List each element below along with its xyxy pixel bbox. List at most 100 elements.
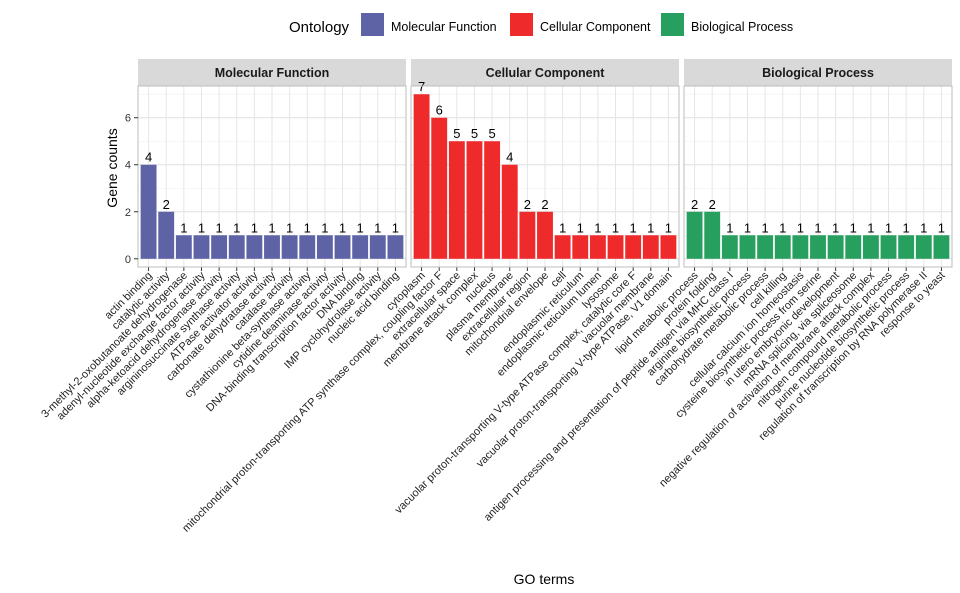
legend-entry-cellular-component[interactable]: Cellular Component	[510, 13, 651, 36]
bar-value-label: 1	[726, 220, 733, 235]
bar-nucleic-acid-binding[interactable]	[387, 235, 404, 259]
bar-vacuolar-membrane[interactable]	[642, 235, 659, 259]
legend-swatch	[661, 13, 684, 36]
bar-value-label: 1	[339, 220, 346, 235]
bar-value-label: 1	[779, 220, 786, 235]
bar-value-label: 1	[630, 220, 637, 235]
bar-endoplasmic-reticulum[interactable]	[572, 235, 589, 259]
bar-mrna-splicing-via-spliceosome[interactable]	[845, 235, 862, 259]
bar-carbohydrate-metabolic-process[interactable]	[757, 235, 774, 259]
bar-regulation-of-transcription-by-rna-polymerase-ii[interactable]	[915, 235, 932, 259]
panel-border	[137, 85, 407, 268]
bar-alpha-ketoacid-dehydrogenase-activity[interactable]	[211, 235, 228, 259]
bar-value-label: 1	[814, 220, 821, 235]
bar-value-label: 1	[304, 220, 311, 235]
bar-membrane-attack-complex[interactable]	[466, 141, 483, 259]
bar-value-label: 1	[559, 220, 566, 235]
bar-cysteine-biosynthetic-process-from-serine[interactable]	[810, 235, 826, 259]
bar-response-to-yeast[interactable]	[933, 235, 950, 259]
y-tick-label: 0	[125, 254, 131, 266]
bar-actin-binding[interactable]	[140, 164, 157, 259]
bar-value-label: 1	[761, 220, 768, 235]
bar-value-label: 2	[541, 197, 548, 212]
bar-value-label: 2	[691, 197, 698, 212]
bar-3-methyl-2-oxobutanoate-dehydrogenase[interactable]	[175, 235, 192, 259]
bar-value-label: 1	[321, 220, 328, 235]
y-tick-label: 2	[125, 207, 131, 219]
bar-value-label: 4	[506, 150, 513, 165]
bar-value-label: 1	[577, 220, 584, 235]
bar-cytidine-deaminase-activity[interactable]	[316, 235, 333, 259]
bar-value-label: 1	[938, 220, 945, 235]
bar-mitochondrial-proton-transporting-atp-synthase-complex-coupling-factor-f[interactable]	[431, 117, 448, 259]
bar-cell-killing[interactable]	[774, 235, 791, 259]
panel-border	[410, 85, 680, 268]
bar-value-label: 1	[867, 220, 874, 235]
facet-strip-label: Biological Process	[762, 66, 874, 80]
bar-arginine-biosynthetic-process[interactable]	[739, 235, 756, 259]
bar-atpase-activator-activity[interactable]	[246, 235, 263, 259]
bar-value-label: 2	[524, 197, 531, 212]
bar-catalase-activity[interactable]	[281, 235, 298, 259]
legend-label: Biological Process	[691, 20, 793, 34]
bar-antigen-processing-and-presentation-of-peptide-antigen-via-mhc-class-i[interactable]	[721, 235, 738, 259]
bar-cystathionine-beta-synthase-activity[interactable]	[299, 235, 316, 259]
legend-entry-biological-process[interactable]: Biological Process	[661, 13, 793, 36]
bar-cytoplasm[interactable]	[413, 94, 430, 259]
bar-value-label: 1	[850, 220, 857, 235]
bar-carbonate-dehydratase-activity[interactable]	[264, 235, 280, 259]
bar-value-label: 1	[392, 220, 399, 235]
bar-value-label: 5	[488, 126, 495, 141]
bar-adenyl-nucleotide-exchange-factor-activity[interactable]	[193, 235, 210, 259]
bar-plasma-membrane[interactable]	[501, 164, 518, 259]
bar-value-label: 1	[612, 220, 619, 235]
facet-strip	[411, 59, 679, 86]
bar-negative-regulation-of-activation-of-membrane-attack-complex[interactable]	[862, 235, 879, 259]
bar-value-label: 1	[832, 220, 839, 235]
bar-dna-binding[interactable]	[352, 235, 369, 259]
bar-value-label: 5	[471, 126, 478, 141]
bar-nucleus[interactable]	[484, 141, 501, 259]
bar-cellular-calcium-ion-homeostasis[interactable]	[792, 235, 809, 259]
y-tick-label: 4	[125, 160, 131, 172]
bar-protein-folding[interactable]	[704, 211, 721, 259]
legend-label: Cellular Component	[540, 20, 651, 34]
bar-imp-cyclohydrolase-activity[interactable]	[369, 235, 386, 259]
bar-value-label: 1	[797, 220, 804, 235]
bar-extracellular-region[interactable]	[519, 211, 536, 259]
bar-value-label: 2	[163, 197, 170, 212]
bar-mitochondrial-envelope[interactable]	[537, 211, 553, 259]
legend-swatch	[510, 13, 533, 36]
bar-value-label: 5	[453, 126, 460, 141]
bar-value-label: 1	[286, 220, 293, 235]
bar-lipid-metabolic-process[interactable]	[686, 211, 703, 259]
bar-value-label: 1	[647, 220, 654, 235]
legend-swatch	[361, 13, 384, 36]
facet-strip-label: Cellular Component	[486, 66, 606, 80]
legend-title: Ontology	[289, 19, 350, 36]
bar-vacuolar-proton-transporting-v-type-atpase-v1-domain[interactable]	[660, 235, 677, 259]
bar-cell[interactable]	[554, 235, 571, 259]
bar-value-label: 1	[233, 220, 240, 235]
bar-vacuolar-proton-transporting-v-type-atpase-complex-catalytic-core-f[interactable]	[625, 235, 642, 259]
bar-lysosome[interactable]	[607, 235, 624, 259]
bar-value-label: 7	[418, 79, 425, 94]
bar-value-label: 1	[903, 220, 910, 235]
bar-purine-nucleotide-biosynthetic-process[interactable]	[898, 235, 915, 259]
bar-value-label: 1	[357, 220, 364, 235]
bar-value-label: 6	[436, 103, 443, 118]
legend-entry-molecular-function[interactable]: Molecular Function	[361, 13, 497, 36]
bar-dna-binding-transcription-factor-activity[interactable]	[334, 235, 351, 259]
legend-label: Molecular Function	[391, 20, 497, 34]
bar-endoplasmic-reticulum-lumen[interactable]	[589, 235, 606, 259]
bar-catalytic-activity[interactable]	[158, 211, 175, 259]
bar-value-label: 1	[215, 220, 222, 235]
bar-nitrogen-compound-metabolic-process[interactable]	[880, 235, 897, 259]
bar-value-label: 1	[920, 220, 927, 235]
bar-value-label: 2	[709, 197, 716, 212]
bar-extracellular-space[interactable]	[448, 141, 465, 259]
y-tick-label: 6	[125, 113, 131, 125]
bar-in-utero-embryonic-development[interactable]	[827, 235, 844, 259]
bar-argininosuccinate-synthase-activity[interactable]	[228, 235, 245, 259]
